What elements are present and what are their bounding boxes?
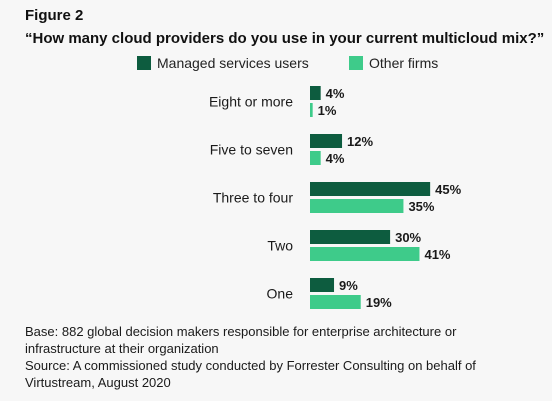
- data-label-other: 19%: [366, 295, 392, 310]
- data-label-managed: 9%: [339, 278, 358, 293]
- data-label-other: 41%: [424, 247, 450, 262]
- data-label-other: 1%: [318, 103, 337, 118]
- chart-title: “How many cloud providers do you use in …: [25, 30, 545, 47]
- bar-other: [310, 151, 321, 165]
- legend-item-managed: Managed services users: [137, 55, 309, 71]
- bar-managed: [310, 182, 431, 196]
- bar-other: [310, 103, 313, 117]
- category-label: Eight or more: [209, 94, 293, 110]
- legend-swatch-managed: [137, 56, 151, 70]
- chart-legend: Managed services users Other firms: [0, 55, 552, 75]
- data-label-managed: 4%: [326, 86, 345, 101]
- source-note-line-1: Source: A commissioned study conducted b…: [25, 358, 476, 373]
- data-label-other: 4%: [326, 151, 345, 166]
- category-label: Five to seven: [210, 142, 293, 158]
- figure-label: Figure 2: [25, 7, 84, 24]
- bar-managed: [310, 86, 321, 100]
- legend-label-other: Other firms: [369, 55, 439, 71]
- base-note-line-2: infrastructure at their organization: [25, 341, 219, 356]
- bar-managed: [310, 134, 343, 148]
- category-label: Three to four: [213, 190, 293, 206]
- bar-managed: [310, 278, 335, 292]
- bar-other: [310, 199, 404, 213]
- bar-managed: [310, 230, 391, 244]
- data-label-managed: 45%: [435, 182, 461, 197]
- base-note-line-1: Base: 882 global decision makers respons…: [25, 324, 457, 339]
- category-label: One: [267, 286, 294, 302]
- data-label-other: 35%: [408, 199, 434, 214]
- category-label: Two: [267, 238, 293, 254]
- data-label-managed: 12%: [347, 134, 373, 149]
- bar-other: [310, 295, 361, 309]
- bar-other: [310, 247, 420, 261]
- legend-swatch-other: [349, 56, 363, 70]
- legend-label-managed: Managed services users: [157, 55, 309, 71]
- legend-item-other: Other firms: [349, 55, 438, 71]
- data-label-managed: 30%: [395, 230, 421, 245]
- chart-notes: Base: 882 global decision makers respons…: [25, 323, 545, 391]
- source-note-line-2: Virtustream, August 2020: [25, 375, 171, 390]
